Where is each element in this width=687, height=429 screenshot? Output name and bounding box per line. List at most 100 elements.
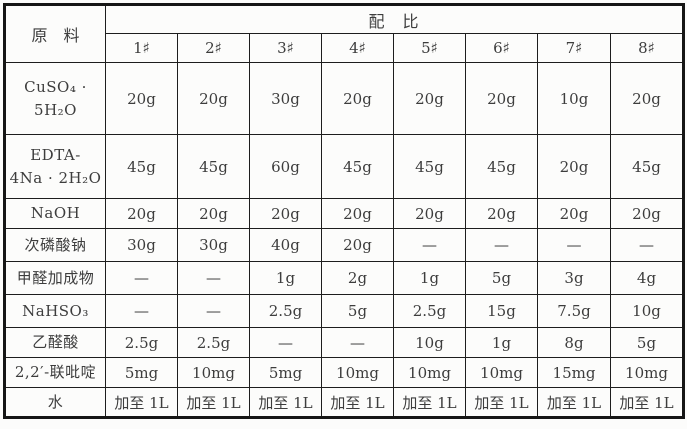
table-cell: 45g xyxy=(609,134,685,199)
table-cell: 20g xyxy=(393,198,466,229)
table-cell: — xyxy=(177,294,250,328)
table-cell: 20g xyxy=(249,198,322,229)
table-cell: — xyxy=(177,261,250,295)
row-label: 甲醛加成物 xyxy=(4,261,106,295)
table-cell: — xyxy=(105,261,178,295)
table-cell: 20g xyxy=(465,62,538,135)
table-cell: 45g xyxy=(465,134,538,199)
table-cell: 60g xyxy=(249,134,322,199)
column-header-cell: 8♯ xyxy=(609,33,685,63)
table-cell: 20g xyxy=(393,62,466,135)
table-cell: 10mg xyxy=(393,357,466,388)
table-cell: — xyxy=(321,327,394,358)
row-label: CuSO₄ · 5H₂O xyxy=(4,62,106,135)
table-cell: 10g xyxy=(609,294,685,328)
row-label: 乙醛酸 xyxy=(4,327,106,358)
table-row: 2,2′-联吡啶 5mg 10mg 5mg 10mg 10mg 10mg 15m… xyxy=(4,357,685,388)
table-cell: 10mg xyxy=(177,357,250,388)
table-cell: 20g xyxy=(321,228,394,262)
table-cell: 8g xyxy=(537,327,611,358)
table-row: 水 加至 1L 加至 1L 加至 1L 加至 1L 加至 1L 加至 1L 加至… xyxy=(4,387,685,418)
table-cell: 10g xyxy=(537,62,611,135)
row-label: 次磷酸钠 xyxy=(4,228,106,262)
table-cell: 10mg xyxy=(609,357,685,388)
table-cell: 2.5g xyxy=(249,294,322,328)
table-cell: — xyxy=(537,228,611,262)
table-cell: 加至 1L xyxy=(537,387,611,418)
table-cell: 45g xyxy=(321,134,394,199)
corner-header-cell: 原 料 xyxy=(4,4,106,63)
table-cell: — xyxy=(465,228,538,262)
table-cell: 5mg xyxy=(105,357,178,388)
table-cell: 1g xyxy=(393,261,466,295)
table-cell: 5mg xyxy=(249,357,322,388)
formulation-table: 原 料 配 比 1♯ 2♯ 3♯ 4♯ 5♯ 6♯ 7♯ 8♯ CuSO₄ · … xyxy=(3,3,686,419)
table-cell: 20g xyxy=(105,198,178,229)
table-cell: 加至 1L xyxy=(465,387,538,418)
table-cell: 加至 1L xyxy=(321,387,394,418)
row-label: 2,2′-联吡啶 xyxy=(4,357,106,388)
table-cell: 10mg xyxy=(321,357,394,388)
table-cell: — xyxy=(393,228,466,262)
table-cell: 加至 1L xyxy=(609,387,685,418)
column-header-cell: 7♯ xyxy=(537,33,611,63)
table-cell: 加至 1L xyxy=(393,387,466,418)
table-cell: 3g xyxy=(537,261,611,295)
table-cell: 2g xyxy=(321,261,394,295)
table-cell: 加至 1L xyxy=(177,387,250,418)
table-cell: 30g xyxy=(177,228,250,262)
table-cell: 10g xyxy=(393,327,466,358)
table-cell: 20g xyxy=(537,134,611,199)
table-row: EDTA- 4Na · 2H₂O 45g 45g 60g 45g 45g 45g… xyxy=(4,134,685,199)
table-cell: 20g xyxy=(105,62,178,135)
table-cell: 40g xyxy=(249,228,322,262)
table-cell: 20g xyxy=(321,62,394,135)
column-header-cell: 4♯ xyxy=(321,33,394,63)
table-row: NaOH 20g 20g 20g 20g 20g 20g 20g 20g xyxy=(4,198,685,229)
table-cell: 7.5g xyxy=(537,294,611,328)
table-cell: 加至 1L xyxy=(249,387,322,418)
row-label: 水 xyxy=(4,387,106,418)
table-cell: 15mg xyxy=(537,357,611,388)
column-header-cell: 2♯ xyxy=(177,33,250,63)
table-cell: 20g xyxy=(609,62,685,135)
table-row: NaHSO₃ — — 2.5g 5g 2.5g 15g 7.5g 10g xyxy=(4,294,685,328)
table-cell: 5g xyxy=(465,261,538,295)
table-cell: 45g xyxy=(105,134,178,199)
table-cell: 5g xyxy=(321,294,394,328)
group-header-cell: 配 比 xyxy=(104,4,685,34)
table-cell: 30g xyxy=(105,228,178,262)
table-cell: 10mg xyxy=(465,357,538,388)
table-cell: 加至 1L xyxy=(105,387,178,418)
table-row: 次磷酸钠 30g 30g 40g 20g — — — — xyxy=(4,228,685,262)
table-cell: — xyxy=(105,294,178,328)
table-cell: 2.5g xyxy=(393,294,466,328)
table-cell: 45g xyxy=(177,134,250,199)
table-cell: 20g xyxy=(537,198,611,229)
row-label: NaHSO₃ xyxy=(4,294,106,328)
table-cell: 20g xyxy=(177,198,250,229)
header-row-columns: 1♯ 2♯ 3♯ 4♯ 5♯ 6♯ 7♯ 8♯ xyxy=(5,33,685,63)
table-row: 甲醛加成物 — — 1g 2g 1g 5g 3g 4g xyxy=(4,261,685,295)
table-cell: 4g xyxy=(609,261,685,295)
table-row: CuSO₄ · 5H₂O 20g 20g 30g 20g 20g 20g 10g… xyxy=(4,62,685,135)
column-header-cell: 5♯ xyxy=(393,33,466,63)
row-label: NaOH xyxy=(4,198,106,229)
table-row: 乙醛酸 2.5g 2.5g — — 10g 1g 8g 5g xyxy=(4,327,685,358)
column-header-cell: 3♯ xyxy=(249,33,322,63)
header-row-group: 原 料 配 比 xyxy=(4,4,685,63)
table-cell: 20g xyxy=(177,62,250,135)
table-cell: — xyxy=(249,327,322,358)
table-cell: 30g xyxy=(249,62,322,135)
column-header-cell: 6♯ xyxy=(465,33,538,63)
table-cell: 20g xyxy=(609,198,685,229)
table-cell: 2.5g xyxy=(177,327,250,358)
table-cell: 45g xyxy=(393,134,466,199)
table-cell: — xyxy=(609,228,685,262)
table-cell: 15g xyxy=(465,294,538,328)
table-cell: 5g xyxy=(609,327,685,358)
table-cell: 1g xyxy=(249,261,322,295)
table-cell: 20g xyxy=(465,198,538,229)
table-cell: 2.5g xyxy=(105,327,178,358)
